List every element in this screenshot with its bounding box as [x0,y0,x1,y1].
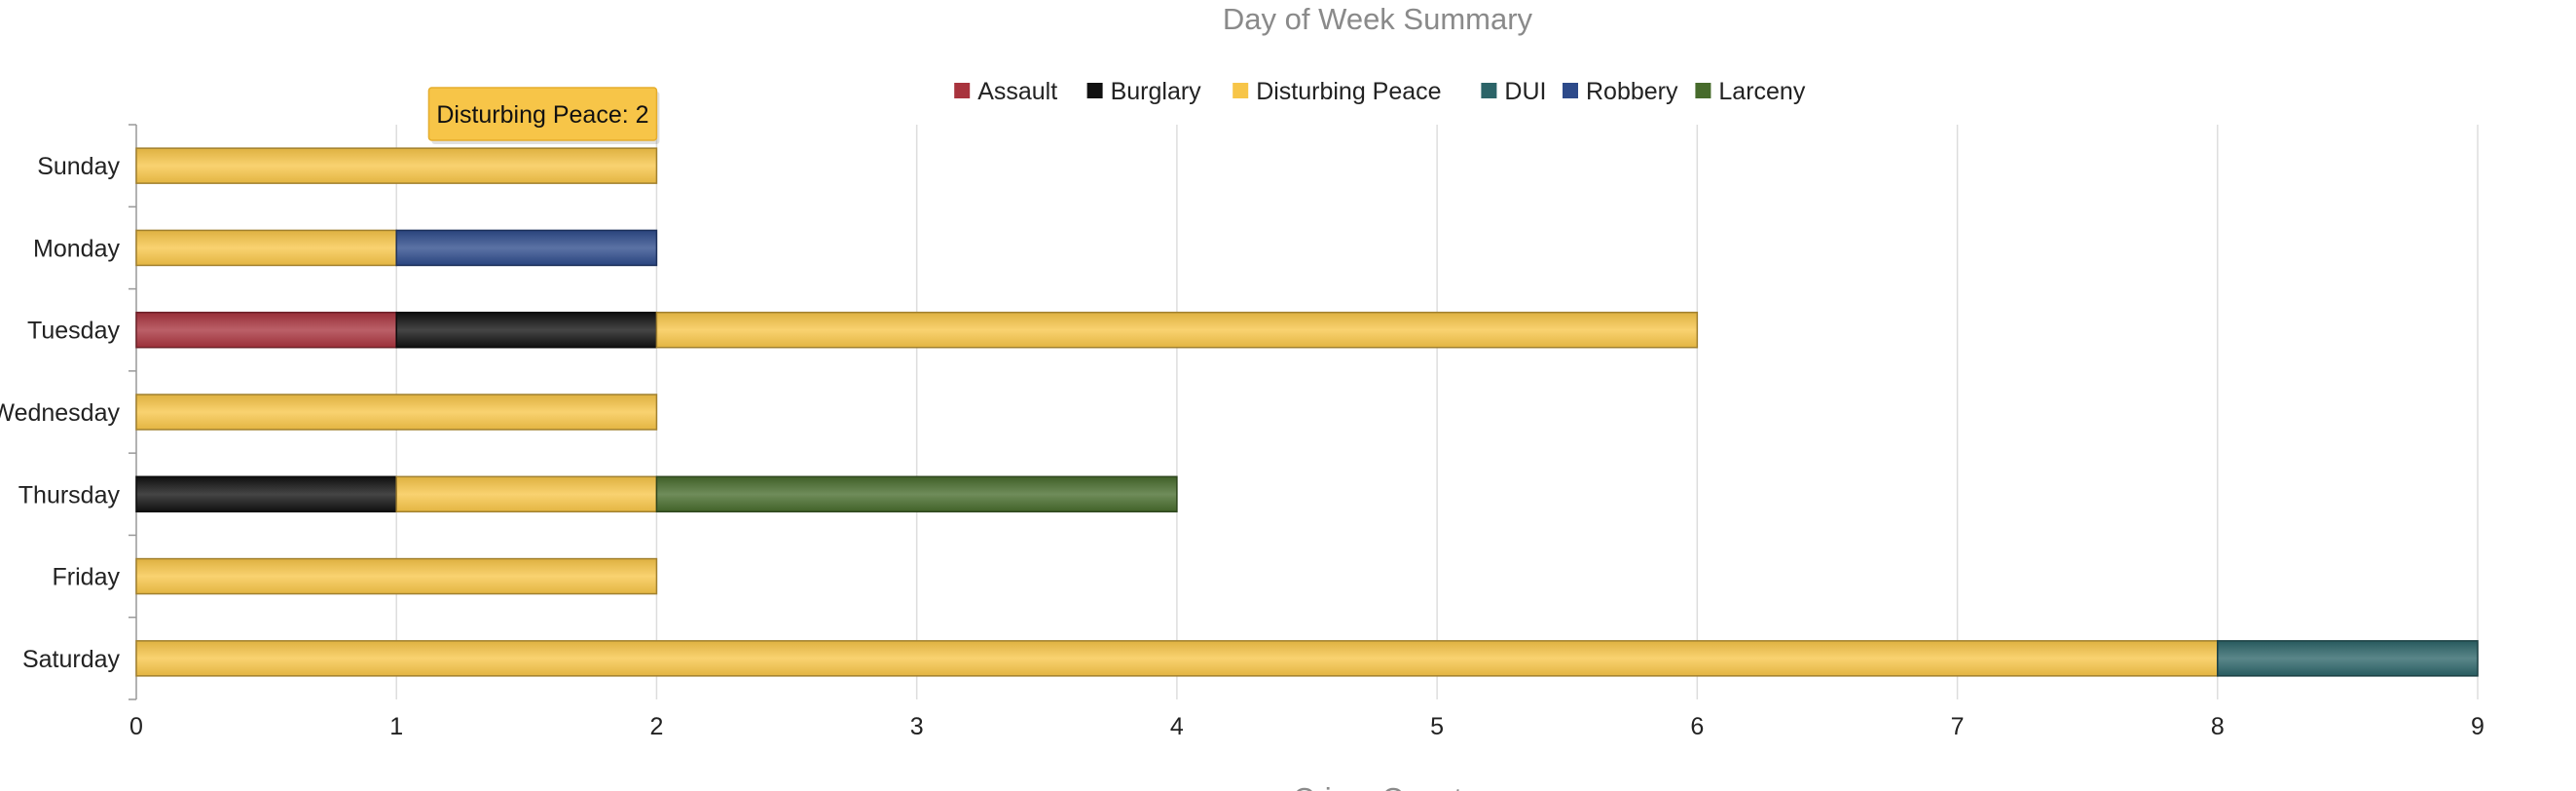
legend-label-dui: DUI [1504,78,1546,105]
x-tick-label-5: 5 [1430,713,1444,740]
x-tick-label-9: 9 [2471,713,2484,740]
legend-swatch-assault [954,83,971,98]
y-tick-label-sunday: Sunday [37,153,120,180]
chart-tooltip: Disturbing Peace: 2 [427,87,660,144]
bars-group [135,147,2479,677]
x-tick-label-6: 6 [1690,713,1704,740]
x-tick-label-4: 4 [1170,713,1184,740]
bar-tuesday-burglary[interactable] [395,311,658,349]
bar-saturday-disturbing-peace[interactable] [135,640,2219,677]
legend-label-larceny: Larceny [1718,78,1805,105]
legend-label-robbery: Robbery [1586,78,1678,105]
axes: Sunday Monday Tuesday Wednesday Thursday Frid… [0,124,2484,740]
legend-swatch-disturbing-peace [1233,83,1249,98]
legend-item-dui[interactable]: DUI [1481,78,1546,105]
y-tick-label-tuesday: Tuesday [27,318,120,345]
y-tick-label-thursday: Thursday [18,481,121,508]
y-tick-label-friday: Friday [53,564,121,591]
legend-label-burglary: Burglary [1111,78,1202,105]
y-tick-label-monday: Monday [33,235,120,262]
tooltip-box [427,87,658,141]
bar-sunday-disturbing-peace[interactable] [135,147,658,184]
bar-wednesday-disturbing-peace[interactable] [135,394,658,431]
bar-tuesday-disturbing-peace[interactable] [655,311,1699,349]
bar-monday-robbery[interactable] [395,229,658,267]
x-axis-title: Crime Count [1293,781,1462,791]
bar-thursday-burglary[interactable] [135,475,397,513]
x-tick-label-2: 2 [649,713,663,740]
legend-swatch-robbery [1563,83,1578,98]
y-tick-label-saturday: Saturday [22,646,121,673]
bar-saturday-dui[interactable] [2217,640,2479,677]
y-tick-label-wednesday: Wednesday [0,399,120,427]
grid-lines [135,125,2479,699]
x-tick-label-3: 3 [910,713,924,740]
tooltip-text: Disturbing Peace: 2 [436,101,648,129]
legend-item-burglary[interactable]: Burglary [1086,78,1202,105]
bar-thursday-disturbing-peace[interactable] [395,475,658,513]
bar-monday-disturbing-peace[interactable] [135,229,397,267]
legend-item-disturbing-peace[interactable]: Disturbing Peace [1233,78,1442,105]
legend-item-assault[interactable]: Assault [954,78,1057,105]
x-tick-label-0: 0 [129,713,143,740]
bar-friday-disturbing-peace[interactable] [135,557,658,595]
chart-title: Day of Week Summary [1223,2,1533,36]
legend-swatch-dui [1481,83,1497,98]
bar-tuesday-assault[interactable] [135,311,397,349]
chart-legend: Assault Burglary Disturbing Peace DUI Robber… [954,78,1806,105]
legend-label-disturbing-peace: Disturbing Peace [1256,78,1441,105]
legend-item-robbery[interactable]: Robbery [1563,78,1678,105]
x-tick-label-7: 7 [1951,713,1965,740]
x-tick-label-8: 8 [2211,713,2225,740]
legend-label-assault: Assault [977,78,1057,105]
legend-swatch-burglary [1086,83,1103,98]
legend-item-larceny[interactable]: Larceny [1695,78,1806,105]
bar-thursday-larceny[interactable] [655,475,1178,513]
legend-swatch-larceny [1695,83,1711,98]
x-tick-label-1: 1 [389,713,403,740]
